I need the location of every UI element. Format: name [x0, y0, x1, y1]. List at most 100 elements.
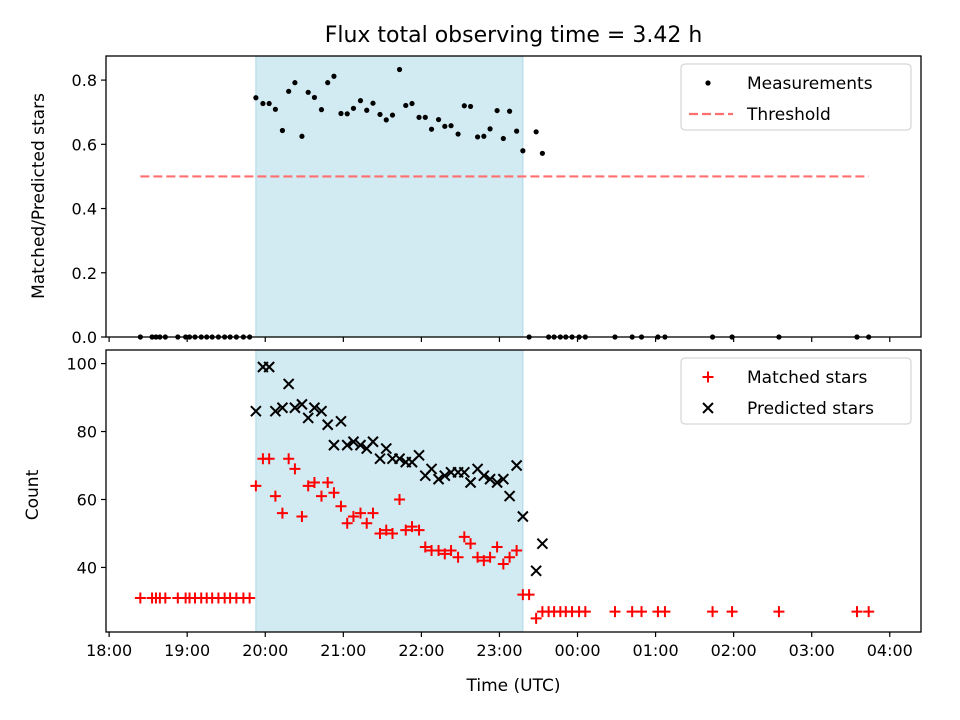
matched-stars-point [289, 463, 301, 475]
matched-stars-point [406, 521, 418, 533]
measurement-point [435, 116, 442, 123]
predicted-stars-point [296, 398, 308, 411]
matched-stars-point [523, 589, 535, 601]
predicted-stars-point [308, 402, 321, 414]
measurement-point [383, 117, 389, 123]
measurement-point [506, 108, 513, 114]
matched-stars-point [439, 548, 451, 560]
bottom-y-axis-label: Count [23, 469, 43, 520]
matched-stars-point [283, 453, 295, 465]
measurement-point [409, 100, 415, 107]
top-legend-label: Measurements [747, 74, 873, 94]
x-tick-label: 20:00 [242, 641, 288, 660]
matched-stars-point [452, 551, 464, 563]
measurement-point [364, 107, 370, 113]
measurement-point [494, 107, 500, 114]
measurement-point [520, 148, 526, 154]
x-axis-label: Time (UTC) [466, 676, 561, 696]
predicted-stars-point [315, 405, 328, 417]
measurement-point [338, 110, 344, 117]
measurement-point [461, 103, 467, 109]
predicted-stars-point [380, 442, 392, 455]
matched-stars-point [302, 480, 314, 492]
measurement-point [272, 106, 279, 112]
matched-stars-point [328, 487, 340, 499]
bottom-y-tick-label: 40 [77, 558, 97, 577]
measurement-point [474, 134, 481, 140]
bottom-y-tick-label: 60 [77, 490, 97, 509]
measurement-point [428, 126, 435, 132]
top-observing-window-shade [255, 55, 524, 338]
top-legend: Measurements Threshold [680, 63, 912, 131]
matched-stars-point [609, 606, 621, 618]
predicted-stars-point [432, 473, 445, 485]
bottom-axes-frame [105, 349, 922, 633]
matched-stars-point [374, 527, 386, 539]
x-tick-label: 01:00 [633, 641, 679, 660]
predicted-stars-point [393, 453, 406, 465]
matched-stars-point [159, 592, 171, 604]
predicted-stars-point [484, 473, 496, 485]
matched-stars-point [315, 490, 327, 502]
x-tick-label: 04:00 [867, 641, 913, 660]
bottom-y-axis-label-group: Count [23, 469, 43, 520]
predicted-stars-point [536, 537, 549, 550]
measurement-point [331, 73, 337, 79]
measurement-point [350, 105, 357, 111]
measurement-point [260, 100, 266, 107]
legend-marker-plus [702, 371, 714, 383]
matched-stars-point [367, 507, 379, 519]
measurement-point [389, 112, 396, 118]
predicted-stars-point [503, 490, 516, 502]
x-tick-label: 19:00 [164, 641, 210, 660]
series-matched-stars [134, 453, 875, 624]
predicted-stars-point [510, 459, 523, 472]
measurement-point [299, 133, 305, 139]
predicted-stars-point [517, 510, 529, 523]
measurement-point [318, 107, 325, 113]
predicted-stars-point [347, 436, 360, 448]
matched-stars-point [579, 606, 591, 618]
top-axes-frame [105, 55, 922, 338]
measurement-point [442, 123, 448, 129]
matched-stars-point [296, 510, 308, 522]
matched-stars-point [394, 493, 406, 505]
predicted-stars-point [263, 361, 275, 373]
matched-stars-point [504, 551, 516, 563]
predicted-stars-point [425, 463, 438, 475]
top-legend-box [680, 63, 912, 131]
measurement-point [344, 111, 350, 117]
measurement-point [305, 89, 311, 95]
measurement-point [377, 111, 383, 118]
matched-stars-point [361, 517, 373, 529]
matched-stars-point [335, 500, 347, 512]
x-tick-label: 23:00 [476, 641, 522, 660]
matched-stars-point [659, 606, 671, 618]
top-y-tick-label: 0.6 [72, 135, 97, 154]
matched-stars-point [497, 558, 509, 570]
top-panel: Flux total observing time = 3.42 h Match… [29, 23, 922, 347]
matched-stars-point [465, 538, 477, 550]
matched-stars-point [530, 612, 542, 624]
x-tick-label: 18:00 [86, 641, 132, 660]
matched-stars-point [851, 606, 863, 618]
measurement-point [286, 88, 292, 94]
predicted-stars-point [328, 439, 340, 451]
top-legend-label: Threshold [746, 105, 831, 125]
series-predicted-stars [250, 361, 549, 577]
matched-stars-point [484, 551, 496, 563]
measurement-point [403, 102, 409, 109]
predicted-stars-point [335, 415, 347, 428]
measurement-point [311, 94, 318, 101]
matched-stars-point [491, 541, 503, 553]
matched-stars-point [636, 606, 648, 618]
measurement-point [325, 80, 331, 86]
matched-stars-point [413, 524, 425, 536]
predicted-stars-point [439, 470, 451, 482]
matched-stars-point [511, 544, 523, 556]
matched-stars-point [347, 510, 359, 522]
top-y-tick-label: 0.0 [72, 328, 97, 347]
matched-stars-point [400, 524, 412, 536]
top-y-axis-label: Matched/Predicted stars [29, 93, 49, 299]
bottom-legend-label: Matched stars [747, 368, 867, 388]
